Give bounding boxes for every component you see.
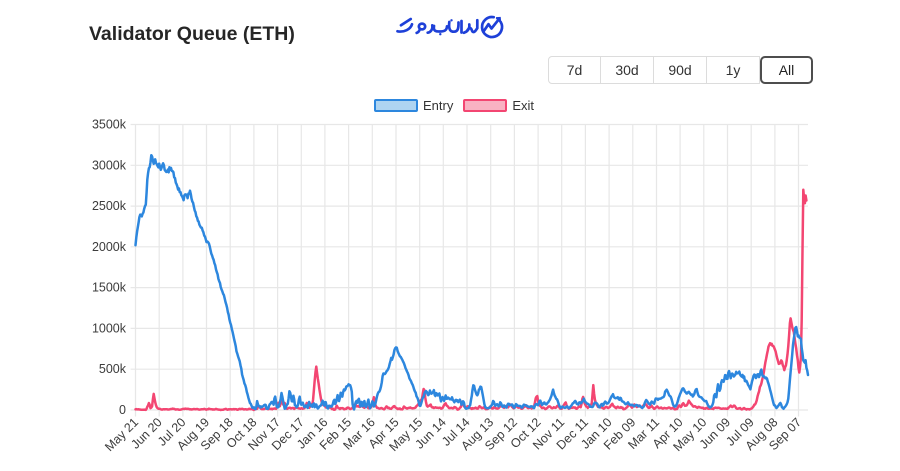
svg-text:2000k: 2000k — [92, 240, 127, 254]
svg-text:2500k: 2500k — [92, 199, 127, 213]
svg-text:3000k: 3000k — [92, 158, 127, 172]
svg-text:0: 0 — [119, 403, 126, 417]
svg-text:500k: 500k — [99, 362, 127, 376]
svg-text:1500k: 1500k — [92, 281, 127, 295]
svg-text:1000k: 1000k — [92, 321, 127, 335]
svg-text:3500k: 3500k — [92, 118, 127, 132]
